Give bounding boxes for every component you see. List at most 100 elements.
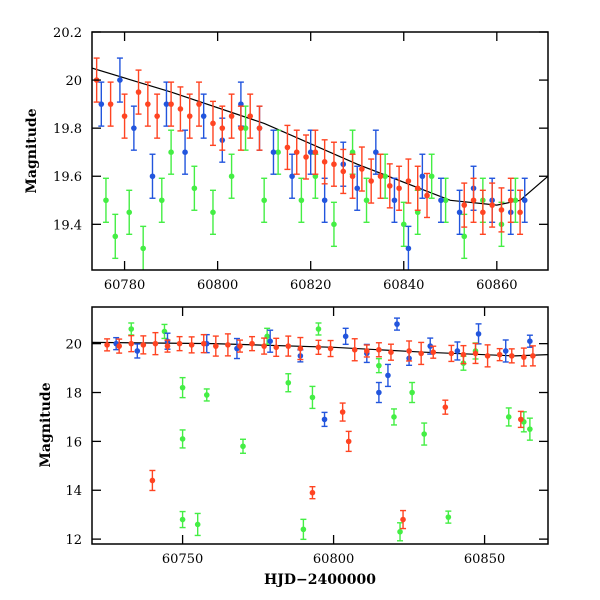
top-series-0-point-4 xyxy=(158,197,165,204)
top-series-2-point-34 xyxy=(480,209,486,216)
top-series-1-point-1 xyxy=(117,77,123,83)
top-series-2-point-37 xyxy=(507,197,514,204)
bottom-series-2-point-17 xyxy=(297,345,304,352)
top-series-1-point-6 xyxy=(200,113,207,119)
top-series-0-point-25 xyxy=(512,197,519,204)
bottom-series-2-point-37 xyxy=(508,353,515,359)
top-series-1-point-17 xyxy=(391,197,398,204)
top-series-0-point-0 xyxy=(103,197,109,204)
bottom-series-2-point-38 xyxy=(518,416,524,423)
bottom-series-1-point-17 xyxy=(502,348,509,354)
bottom-series-2-point-27 xyxy=(400,516,406,523)
top-series-1-point-12 xyxy=(307,149,314,156)
top-series-2-point-4 xyxy=(145,101,151,107)
bottom-series-1-point-12 xyxy=(394,321,400,327)
top-series-1-point-4 xyxy=(163,101,170,107)
top-series-2-point-3 xyxy=(135,89,142,95)
top-series-1-point-3 xyxy=(149,173,156,180)
top-series-2-point-36 xyxy=(498,207,505,213)
bottom-series-2-point-32 xyxy=(448,350,455,357)
top-series-0-point-10 xyxy=(261,197,267,204)
top-series-2-point-16 xyxy=(284,144,291,151)
top-y-axis-label: Magnitude xyxy=(24,108,40,193)
top-series-1-point-19 xyxy=(419,173,426,180)
bottom-series-1-point-16 xyxy=(475,331,482,337)
bottom-series-0-point-18 xyxy=(445,514,452,520)
bottom-series-0-point-9 xyxy=(285,379,292,386)
bottom-series-2-point-19 xyxy=(315,344,322,351)
bottom-series-2-point-13 xyxy=(249,340,255,347)
top-series-2-point-5 xyxy=(154,113,160,119)
bottom-series-2-point-24 xyxy=(364,348,370,354)
bottom-panel: 60750 60800 60850 12 14 16 18 20 Magnitude HJD−… xyxy=(38,306,549,588)
bottom-series-1-point-14 xyxy=(427,343,434,349)
bottom-series-2-point-0 xyxy=(104,342,110,348)
top-series-2-point-10 xyxy=(210,120,216,127)
top-panel: 60780 60800 60820 60840 60860 19.4 19.6 19.8 20 2… xyxy=(24,26,549,293)
bottom-series-2-point-9 xyxy=(200,340,207,347)
bottom-series-1-point-1 xyxy=(134,348,141,354)
bottom-series-0-point-17 xyxy=(421,431,427,437)
top-series-2-point-11 xyxy=(219,125,226,131)
top-ytick-label-4: 20.2 xyxy=(53,26,82,41)
top-series-2-point-9 xyxy=(196,101,202,107)
bottom-series-2-point-30 xyxy=(430,349,437,356)
bottom-series-0-point-15 xyxy=(397,528,403,535)
top-series-1-point-16 xyxy=(373,149,379,156)
top-series-1-point-5 xyxy=(182,149,188,156)
bottom-series-0-point-11 xyxy=(309,394,316,401)
bottom-series-0-point-5 xyxy=(194,521,201,528)
bottom-ytick-label-1: 14 xyxy=(65,484,82,499)
top-series-1-point-21 xyxy=(456,209,463,216)
top-ytick-label-3: 20 xyxy=(65,74,82,89)
top-series-1-point-10 xyxy=(270,149,277,156)
top-series-2-point-15 xyxy=(256,125,263,131)
top-series-1-point-2 xyxy=(131,125,137,131)
bottom-series-2-point-28 xyxy=(406,348,412,354)
bottom-series-1-point-11 xyxy=(385,372,391,379)
top-series-2-point-23 xyxy=(349,173,356,180)
top-series-0-point-2 xyxy=(126,209,133,216)
top-series-1-point-15 xyxy=(354,185,361,192)
bottom-series-2-point-40 xyxy=(530,353,536,359)
top-series-2-point-35 xyxy=(489,202,495,208)
top-series-1-point-25 xyxy=(521,197,528,204)
top-xtick-label-0: 60780 xyxy=(104,278,145,293)
bottom-series-0-point-12 xyxy=(315,326,322,332)
bottom-x-axis-label: HJD−2400000 xyxy=(264,572,376,588)
bottom-series-2-point-35 xyxy=(484,353,491,359)
top-series-1-point-18 xyxy=(405,245,412,252)
bottom-series-0-point-2 xyxy=(179,516,186,523)
bottom-series-2-point-31 xyxy=(442,404,449,410)
top-series-2-point-22 xyxy=(340,168,347,175)
bottom-series-2-point-16 xyxy=(285,343,292,349)
bottom-xtick-label-0: 60750 xyxy=(162,552,203,567)
bottom-series-2-point-39 xyxy=(521,354,527,360)
bottom-series-0-point-7 xyxy=(240,443,246,450)
top-series-2-point-27 xyxy=(386,183,393,189)
bottom-series-0-point-21 xyxy=(505,414,512,420)
bottom-series-0-point-4 xyxy=(179,384,186,391)
top-xtick-label-1: 60800 xyxy=(197,278,238,293)
top-series-2-point-2 xyxy=(121,113,128,119)
bottom-series-0-point-13 xyxy=(376,362,382,369)
top-series-0-point-8 xyxy=(228,173,235,180)
top-series-2-point-30 xyxy=(414,185,421,192)
top-series-1-point-13 xyxy=(321,197,328,204)
bottom-series-2-point-14 xyxy=(261,343,267,349)
bottom-series-2-point-2 xyxy=(128,340,135,347)
top-series-0-point-7 xyxy=(210,209,216,216)
top-series-1-point-11 xyxy=(289,173,295,180)
top-series-2-point-29 xyxy=(405,178,412,184)
top-series-0-point-16 xyxy=(363,197,370,204)
bottom-series-2-point-5 xyxy=(152,340,159,347)
bottom-xtick-label-1: 60800 xyxy=(313,552,354,567)
bottom-series-2-point-3 xyxy=(140,342,147,348)
top-series-2-point-21 xyxy=(331,161,337,168)
bottom-series-2-point-36 xyxy=(496,351,503,358)
bottom-series-2-point-11 xyxy=(225,342,231,348)
top-xtick-label-3: 60840 xyxy=(383,278,424,293)
bottom-y-axis-label: Magnitude xyxy=(38,382,54,467)
bottom-panel-marks xyxy=(92,317,548,542)
